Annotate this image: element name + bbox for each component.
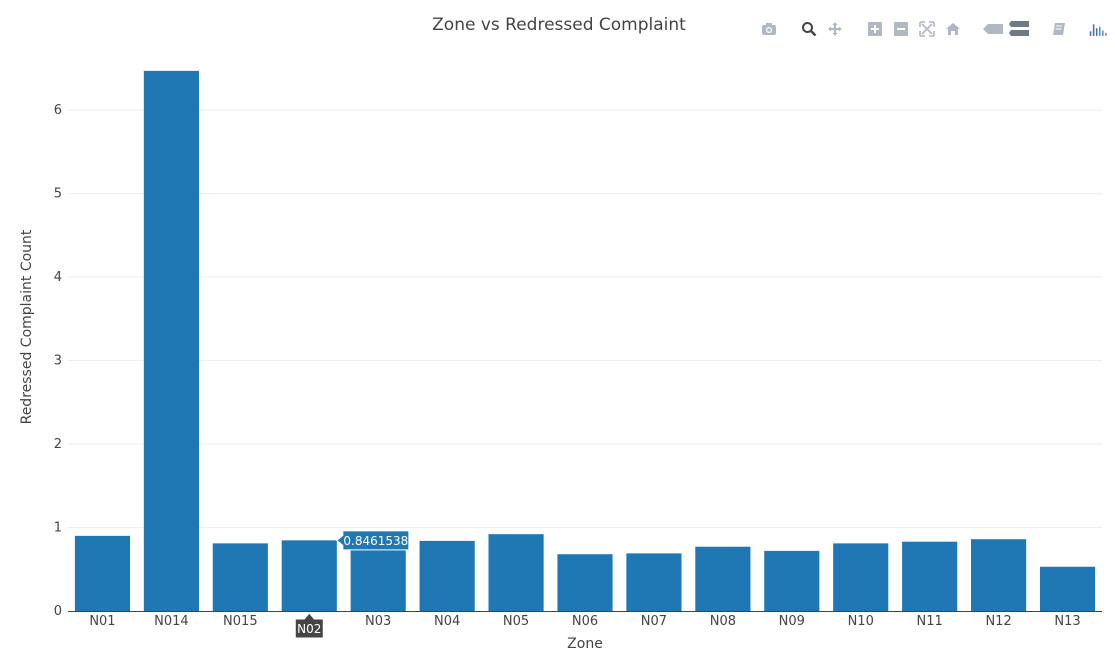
hover-closest-icon[interactable]	[983, 19, 1003, 39]
zoom-in-icon[interactable]	[865, 19, 885, 39]
hover-tooltip: 0.8461538 N02	[294, 530, 410, 639]
x-axis-label: Zone	[567, 636, 603, 652]
x-tick-label: N10	[848, 614, 874, 629]
y-tick-label: 3	[54, 354, 62, 369]
x-tick-label: N09	[779, 614, 805, 629]
y-tick-label: 2	[54, 437, 62, 452]
hover-value-label: 0.8461538	[343, 534, 408, 548]
reset-axes-icon[interactable]	[943, 19, 963, 39]
bar-n08[interactable]	[695, 546, 751, 611]
x-tick-label: N13	[1054, 614, 1080, 629]
bar-n04[interactable]	[419, 540, 475, 611]
x-tick-label: N06	[572, 614, 598, 629]
x-tick-label: N014	[154, 614, 189, 629]
x-tick-label: N01	[89, 614, 115, 629]
chart-title: Zone vs Redressed Complaint	[432, 15, 686, 35]
bar-series[interactable]	[74, 70, 1096, 611]
bar-n03[interactable]	[350, 550, 406, 611]
hover-value-box	[336, 530, 410, 551]
y-tick-label: 6	[54, 103, 62, 118]
bar-n09[interactable]	[764, 550, 820, 611]
bar-n02[interactable]	[281, 540, 337, 611]
x-tick-label: N05	[503, 614, 529, 629]
bar-n07[interactable]	[626, 553, 682, 611]
bar-n11[interactable]	[902, 541, 958, 611]
y-axis-ticks: 0 1 2 3 4 5 6	[54, 103, 62, 619]
bar-n12[interactable]	[971, 539, 1027, 611]
y-tick-label: 4	[54, 270, 62, 285]
bar-n015[interactable]	[212, 543, 268, 611]
bar-n13[interactable]	[1039, 566, 1096, 611]
bar-n06[interactable]	[557, 554, 613, 611]
gridlines	[68, 109, 1102, 529]
bar-n10[interactable]	[833, 543, 889, 611]
hover-x-label: N02	[297, 622, 321, 636]
y-tick-label: 5	[54, 187, 62, 202]
x-tick-label: N11	[917, 614, 943, 629]
zoom-out-icon[interactable]	[891, 19, 911, 39]
modebar	[759, 18, 1109, 40]
y-tick-label: 1	[54, 521, 62, 536]
bar-n014[interactable]	[143, 70, 199, 611]
x-tick-label: N03	[365, 614, 391, 629]
x-tick-label: N12	[985, 614, 1011, 629]
pan-icon[interactable]	[825, 19, 845, 39]
bar-n01[interactable]	[74, 535, 131, 611]
hover-x-box	[294, 612, 324, 639]
y-tick-label: 0	[54, 604, 62, 619]
x-tick-label: N04	[434, 614, 460, 629]
hover-compare-icon[interactable]	[1009, 19, 1029, 39]
x-tick-label: N08	[710, 614, 736, 629]
x-tick-label: N07	[641, 614, 667, 629]
zoom-icon[interactable]	[799, 19, 819, 39]
autoscale-icon[interactable]	[917, 19, 937, 39]
x-axis-ticks: N01 N014 N015 N03 N04 N05 N06 N07 N08 N09 N10 N11 N1…	[89, 614, 1080, 629]
camera-icon[interactable]	[759, 19, 779, 39]
x-tick-label: N015	[223, 614, 258, 629]
edit-icon[interactable]	[1049, 19, 1069, 39]
plotly-logo-icon[interactable]	[1089, 19, 1109, 39]
y-axis-label: Redressed Complaint Count	[19, 229, 35, 424]
bar-n05[interactable]	[488, 534, 544, 611]
